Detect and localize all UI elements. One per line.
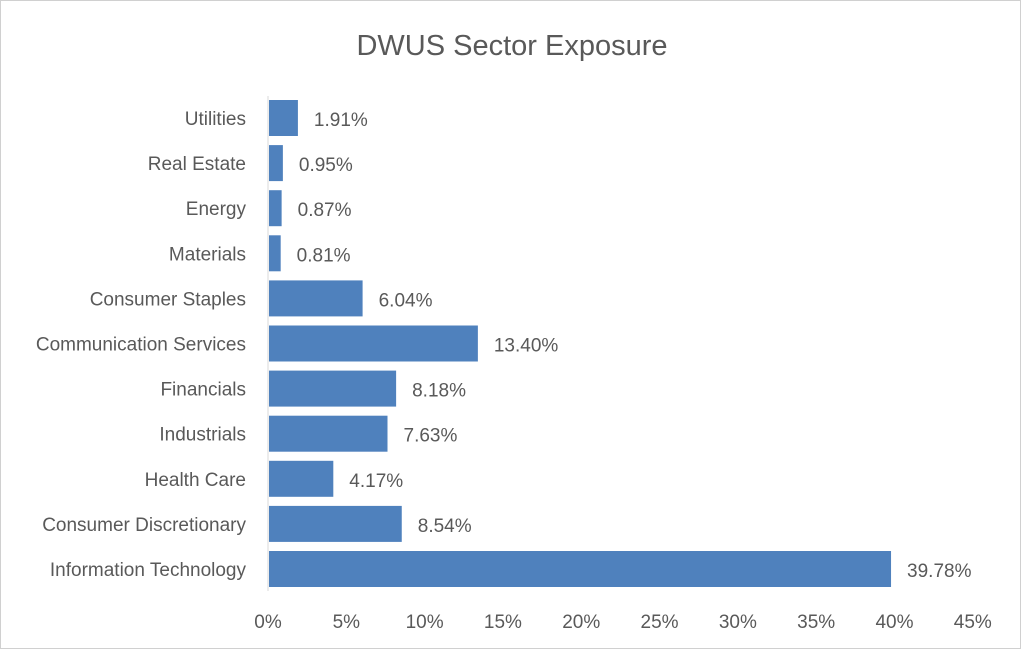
category-label: Financials [160, 380, 246, 401]
category-label: Industrials [159, 425, 246, 446]
x-tick-label: 20% [562, 612, 600, 633]
bar-2 [269, 190, 282, 227]
bar-6 [269, 370, 397, 407]
bar-4 [269, 280, 363, 317]
data-label: 13.40% [494, 336, 559, 357]
data-label: 0.87% [298, 200, 352, 221]
bar-8 [269, 460, 334, 497]
category-label: Consumer Staples [90, 289, 246, 310]
chart-title: DWUS Sector Exposure [356, 30, 667, 62]
data-label: 1.91% [314, 110, 368, 131]
category-label: Energy [186, 199, 247, 220]
x-tick-label: 15% [484, 612, 522, 633]
data-label: 7.63% [404, 426, 458, 447]
x-tick-label: 30% [719, 612, 757, 633]
x-tick-label: 0% [254, 612, 282, 633]
bar-3 [269, 235, 281, 272]
x-tick-label: 40% [875, 612, 913, 633]
category-label: Health Care [145, 470, 246, 491]
category-label: Real Estate [148, 154, 246, 175]
category-label: Information Technology [50, 560, 247, 581]
bar-10 [269, 551, 892, 587]
category-label: Communication Services [36, 335, 246, 356]
x-tick-label: 5% [333, 612, 361, 633]
x-tick-label: 25% [641, 612, 679, 633]
bar-5 [269, 325, 478, 362]
bar-9 [269, 505, 402, 542]
data-label: 6.04% [379, 290, 433, 311]
data-label: 8.18% [412, 381, 466, 402]
data-label: 8.54% [418, 516, 472, 537]
bar-0 [269, 100, 298, 136]
data-label: 4.17% [349, 471, 403, 492]
data-label: 0.95% [299, 155, 353, 176]
category-label: Consumer Discretionary [42, 515, 246, 536]
bar-7 [269, 415, 388, 452]
data-label: 39.78% [907, 561, 972, 582]
x-tick-label: 35% [797, 612, 835, 633]
data-label: 0.81% [297, 245, 351, 266]
x-tick-label: 45% [954, 612, 992, 633]
category-label: Materials [169, 244, 246, 265]
category-label: Utilities [185, 109, 246, 130]
x-tick-label: 10% [406, 612, 444, 633]
bar-1 [269, 145, 283, 182]
